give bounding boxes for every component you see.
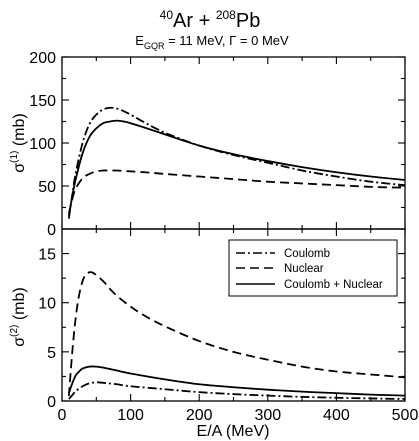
x-tick-label: 300 [254,407,281,424]
top-ytick-label: 200 [29,50,56,67]
x-tick-label: 200 [186,407,213,424]
bottom-ylabel-sigma: σ [11,337,28,347]
bottom-series-coulomb [68,381,406,400]
title-proj-mass: 40 [160,8,174,22]
subtitle-parameters: = 11 MeV, Γ = 0 MeV [164,33,289,48]
bottom-ytick-label: 5 [47,345,56,362]
title-targ-symbol: Pb [236,10,260,32]
bottom-panel-ticks: 0 5 10 15 0 100 200 300 400 500 [38,229,418,424]
top-series-both [67,119,406,217]
bottom-series-nuclear [67,271,406,397]
top-panel-ylabel: σ(1) (mb) [9,113,28,172]
top-ylabel-order: (1) [9,151,20,163]
legend-label-coulomb: Coulomb [284,248,330,260]
figure-title: 40Ar + 208Pb [160,8,261,32]
bottom-ytick-label: 0 [47,394,56,411]
legend-label-both: Coulomb + Nuclear [284,279,383,291]
top-ytick-label: 150 [29,93,56,110]
top-series-coulomb [67,106,406,219]
bottom-series-both [68,365,406,397]
x-tick-label: 500 [392,407,419,424]
bottom-ytick-label: 15 [38,247,56,264]
top-ylabel-sigma: σ [11,163,28,173]
top-series-nuclear [67,169,406,214]
top-ytick-label: 0 [47,222,56,239]
bottom-ylabel-order: (2) [9,325,20,337]
title-proj-symbol: Ar + [173,10,216,32]
top-ytick-label: 100 [29,136,56,153]
legend: Coulomb Nuclear Coulomb + Nuclear [228,239,398,297]
top-panel-frame [61,56,406,230]
top-panel-series [67,106,406,219]
title-targ-mass: 208 [216,8,236,22]
top-ylabel-unit: (mb) [11,113,28,150]
bottom-panel-series [67,271,406,400]
figure-subtitle: EGQR = 11 MeV, Γ = 0 MeV [135,33,289,51]
subtitle-energy-symbol: E [135,33,144,48]
bottom-ytick-label: 10 [38,296,56,313]
subtitle-energy-subscript: GQR [144,41,165,51]
legend-label-nuclear: Nuclear [284,263,324,275]
x-tick-label: 400 [323,407,350,424]
top-ytick-label: 50 [38,179,56,196]
bottom-ylabel-unit: (mb) [11,287,28,324]
x-tick-label: 100 [117,407,144,424]
bottom-panel-ylabel: σ(2) (mb) [9,287,28,346]
x-axis-label: E/A (MeV) [197,423,270,440]
top-panel-ticks: 0 50 100 150 200 [29,50,406,239]
x-tick-label: 0 [58,407,67,424]
